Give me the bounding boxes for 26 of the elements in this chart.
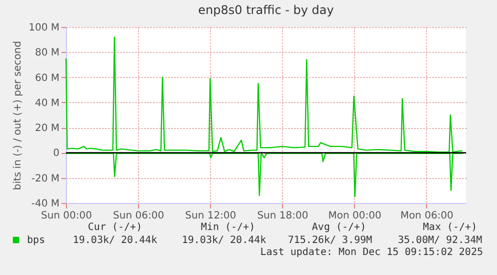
y-tick-label: 40 M [34, 98, 60, 109]
y-tick-label: 60 M [34, 72, 60, 84]
text: Last update: Mon Dec 15 09:15:02 2025 [260, 247, 483, 258]
y-tick-label: 0 [53, 148, 60, 160]
x-tick-label: Sun 00:00 [40, 210, 92, 222]
y-tick-label: 100 M [28, 22, 60, 34]
y-tick-label: 20 M [34, 123, 60, 134]
x-tick-label: Sun 06:00 [113, 210, 164, 222]
text: 35.00M/ 92.34M [398, 235, 482, 246]
text: Min (-/+) [200, 222, 256, 233]
text: Cur (-/+) [88, 222, 142, 233]
text: Max (-/+) [422, 222, 478, 233]
y-axis-title: bits in (-) / out (+) per second [12, 40, 24, 190]
text: 715.26k/ 3.99M [288, 235, 372, 246]
chart-title: enp8s0 traffic - by day [198, 3, 334, 17]
text: Avg (-/+) [312, 222, 366, 233]
text: 19.03k/ 20.44k [72, 235, 158, 246]
text: 19.03k/ 20.44k [182, 235, 266, 246]
x-tick-label: Sun 12:00 [185, 210, 236, 222]
x-tick-label: Mon 06:00 [400, 210, 454, 222]
x-tick-label: Sun 18:00 [257, 210, 308, 222]
x-tick-label: Mon 00:00 [328, 210, 382, 222]
legend-label: bps [27, 235, 46, 246]
y-tick-label: 80 M [34, 48, 60, 59]
y-tick-label: -20 M [31, 173, 60, 184]
y-tick-label: -40 M [31, 198, 60, 210]
